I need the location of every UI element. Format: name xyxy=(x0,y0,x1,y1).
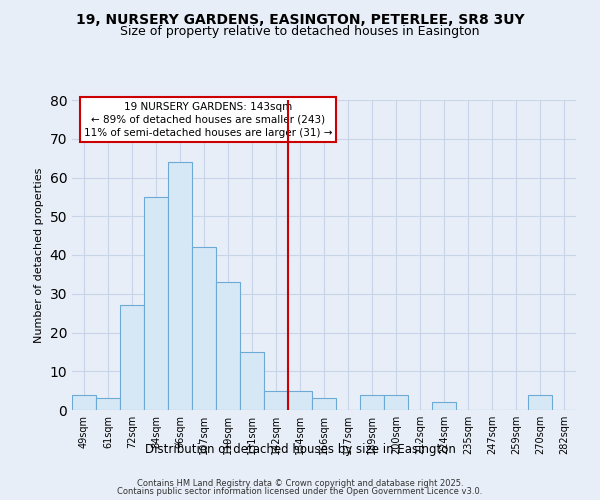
Bar xyxy=(384,394,408,410)
Bar xyxy=(168,162,192,410)
Bar xyxy=(312,398,336,410)
Bar xyxy=(96,398,120,410)
Bar xyxy=(360,394,384,410)
Text: Contains HM Land Registry data © Crown copyright and database right 2025.: Contains HM Land Registry data © Crown c… xyxy=(137,478,463,488)
Text: Contains public sector information licensed under the Open Government Licence v3: Contains public sector information licen… xyxy=(118,487,482,496)
Bar xyxy=(120,306,144,410)
Bar xyxy=(264,390,288,410)
Bar xyxy=(288,390,312,410)
Text: Size of property relative to detached houses in Easington: Size of property relative to detached ho… xyxy=(120,25,480,38)
Y-axis label: Number of detached properties: Number of detached properties xyxy=(34,168,44,342)
Text: Distribution of detached houses by size in Easington: Distribution of detached houses by size … xyxy=(145,444,455,456)
Bar xyxy=(216,282,240,410)
Bar xyxy=(528,394,552,410)
Bar xyxy=(192,247,216,410)
Text: 19, NURSERY GARDENS, EASINGTON, PETERLEE, SR8 3UY: 19, NURSERY GARDENS, EASINGTON, PETERLEE… xyxy=(76,12,524,26)
Bar xyxy=(240,352,264,410)
Text: 19 NURSERY GARDENS: 143sqm
← 89% of detached houses are smaller (243)
11% of sem: 19 NURSERY GARDENS: 143sqm ← 89% of deta… xyxy=(84,102,332,138)
Bar xyxy=(72,394,96,410)
Bar xyxy=(144,197,168,410)
Bar xyxy=(432,402,456,410)
